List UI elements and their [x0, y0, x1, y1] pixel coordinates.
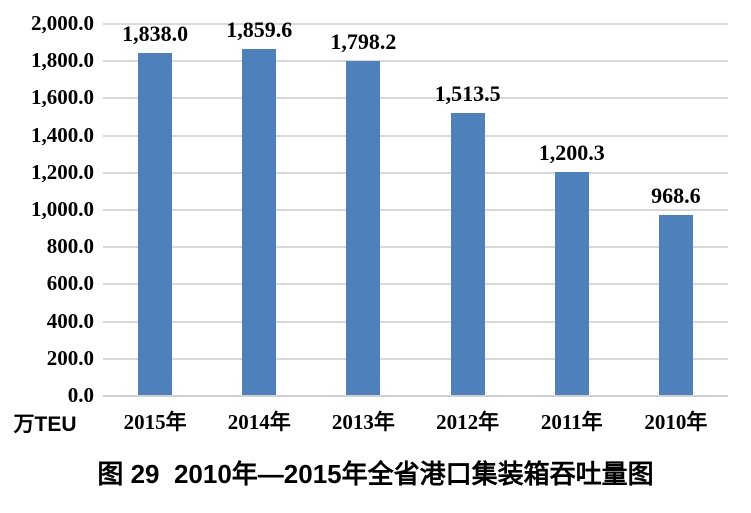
value-label-2010年: 968.6 [651, 182, 701, 208]
chart-caption: 图 29 2010年—2015年全省港口集装箱吞吐量图 [97, 459, 654, 489]
gridline [103, 357, 728, 360]
y-tick-label: 1,000.0 [31, 197, 94, 221]
bar-2015年 [138, 53, 173, 395]
y-tick-label: 0.0 [67, 383, 94, 407]
gridline [103, 23, 728, 25]
y-tick-label: 400.0 [46, 308, 94, 333]
y-tick-label: 1,200.0 [31, 159, 94, 184]
x-tick-label-2012年: 2012年 [436, 410, 500, 434]
value-label-2011年: 1,200.3 [538, 139, 605, 165]
x-tick-label-2010年: 2010年 [644, 410, 708, 434]
x-tick-label-2011年: 2011年 [540, 410, 603, 434]
x-tick-label-2015年: 2015年 [123, 410, 187, 434]
value-label-2012年: 1,513.5 [434, 81, 501, 107]
bar-2011年 [554, 171, 589, 395]
gridline [103, 97, 728, 100]
gridline [103, 246, 728, 249]
y-axis-unit-label: 万TEU [13, 413, 77, 436]
gridline [103, 320, 728, 323]
plot-area: 1,838.0 1,859.6 1,798.2 1,513.5 1,200.3 968.6 [103, 17, 728, 397]
gridline [103, 60, 728, 63]
gridline [103, 134, 728, 137]
y-tick-label: 600.0 [46, 271, 94, 296]
bar-2014年 [242, 49, 277, 395]
y-tick-label: 2,000.0 [31, 11, 94, 35]
value-label-2015年: 1,838.0 [122, 21, 189, 47]
y-tick-label: 1,800.0 [31, 48, 94, 73]
x-tick-label-2014年: 2014年 [227, 410, 291, 434]
y-tick-label: 1,400.0 [31, 122, 94, 147]
gridline [103, 283, 728, 286]
bar-2012年 [450, 113, 485, 395]
bar-2010年 [658, 214, 693, 395]
y-tick-label: 1,600.0 [31, 85, 94, 110]
value-label-2013年: 1,798.2 [330, 28, 397, 54]
gridline [103, 171, 728, 174]
value-label-2014年: 1,859.6 [226, 17, 293, 43]
y-tick-label: 800.0 [46, 234, 94, 259]
gridline [103, 395, 728, 397]
gridline [103, 209, 728, 211]
y-tick-label: 200.0 [46, 345, 94, 370]
bar-2013年 [346, 60, 381, 395]
x-tick-label-2013年: 2013年 [331, 410, 395, 434]
